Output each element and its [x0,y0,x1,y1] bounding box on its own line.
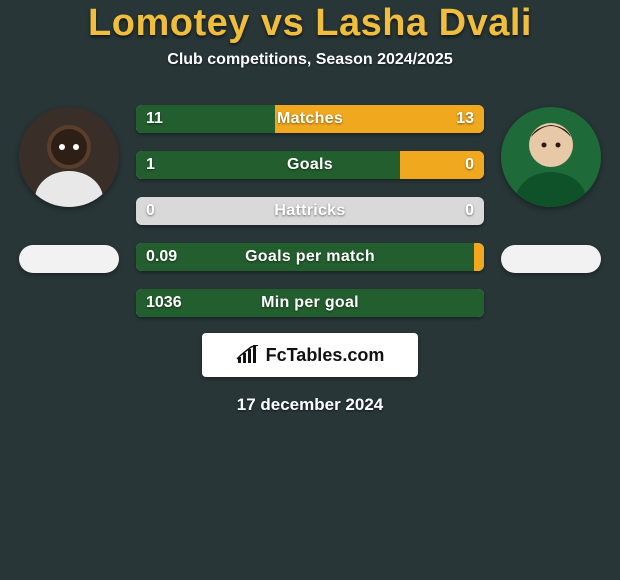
person-icon [501,107,601,207]
bar-left-fill [136,151,400,179]
page-title: Lomotey vs Lasha Dvali [88,2,532,45]
player-right-avatar [501,107,601,207]
bar-left-fill [136,243,474,271]
bar-right-fill [400,151,484,179]
player-left-name-pill [19,245,119,273]
stats-bars: 1113Matches 10Goals 00Hattricks 0.09Goals p… [136,105,484,317]
branding-badge: FcTables.com [202,333,418,377]
date-text: 17 december 2024 [237,395,384,415]
infographic: Lomotey vs Lasha Dvali Club competitions… [0,0,620,415]
stat-row: 1113Matches [136,105,484,133]
bar-right-fill [474,243,484,271]
stat-row: 10Goals [136,151,484,179]
player-left-column [14,105,124,273]
player-left-avatar [19,107,119,207]
bar-left-fill [136,105,275,133]
stat-row: 1036Min per goal [136,289,484,317]
bar-right-fill [275,105,484,133]
subtitle: Club competitions, Season 2024/2025 [167,51,452,69]
branding-text: FcTables.com [266,345,385,366]
bar-track [136,197,484,225]
chart-icon [236,345,260,365]
player-right-column [496,105,606,273]
person-icon [19,107,119,207]
stat-row: 00Hattricks [136,197,484,225]
comparison-panel: 1113Matches 10Goals 00Hattricks 0.09Goals p… [0,105,620,317]
stat-row: 0.09Goals per match [136,243,484,271]
player-right-name-pill [501,245,601,273]
bar-left-fill [136,289,484,317]
